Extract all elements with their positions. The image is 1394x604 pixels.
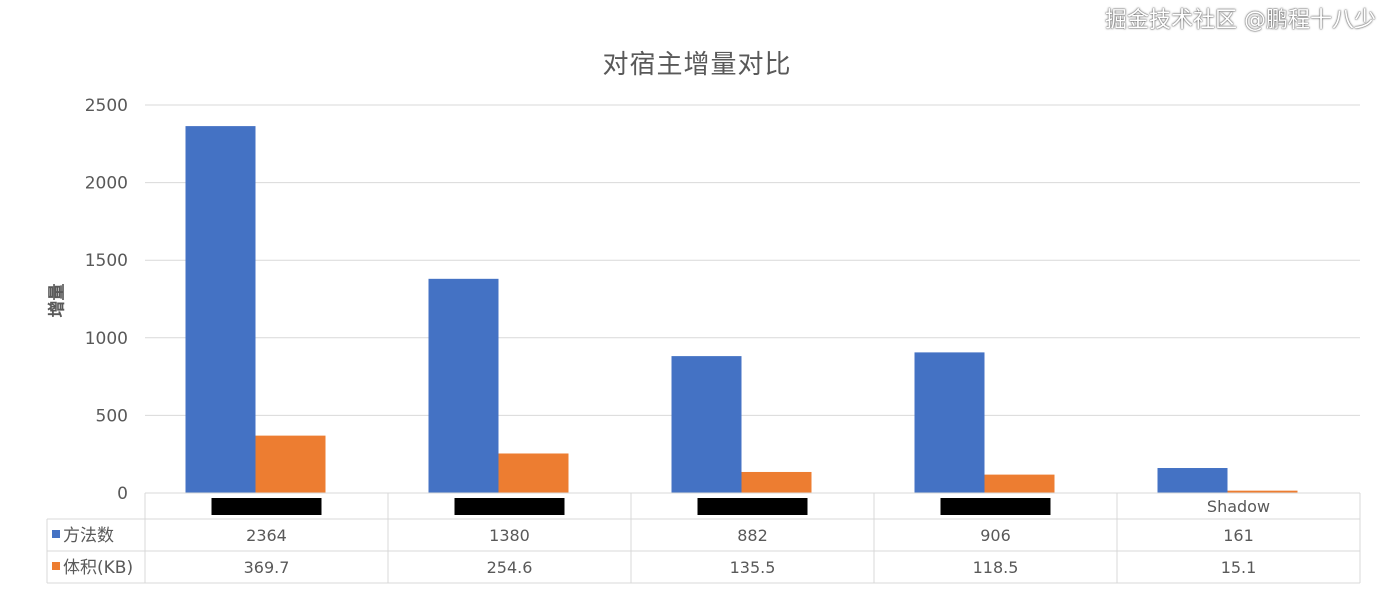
y-tick-label: 0 xyxy=(117,484,128,504)
bar-methods xyxy=(914,352,985,493)
bar-methods xyxy=(428,278,499,493)
bar-methods xyxy=(185,126,256,493)
legend-label: 体积(KB) xyxy=(63,558,133,578)
redacted-category-label xyxy=(211,498,322,515)
redacted-category-label xyxy=(697,498,808,515)
chart-title: 对宿主增量对比 xyxy=(602,50,792,80)
legend-swatch xyxy=(52,530,60,538)
bar-size xyxy=(741,471,812,493)
category-label: Shadow xyxy=(1207,497,1270,516)
data-label: 161 xyxy=(1223,526,1254,545)
data-label: 15.1 xyxy=(1221,558,1257,577)
data-label: 882 xyxy=(737,526,768,545)
data-label: 254.6 xyxy=(487,558,533,577)
data-label: 906 xyxy=(980,526,1011,545)
redacted-category-label xyxy=(454,498,565,515)
bar-size xyxy=(1227,490,1298,493)
y-tick-label: 1500 xyxy=(85,251,128,271)
watermark: 掘金技术社区 @鹏程十八少 xyxy=(1105,8,1376,33)
legend-label: 方法数 xyxy=(63,526,114,546)
data-label: 2364 xyxy=(246,526,287,545)
bar-methods xyxy=(1157,468,1228,493)
y-tick-label: 2000 xyxy=(85,174,128,194)
y-tick-label: 1000 xyxy=(85,329,128,349)
data-label: 118.5 xyxy=(973,558,1019,577)
data-label: 135.5 xyxy=(730,558,776,577)
redacted-category-label xyxy=(940,498,1051,515)
data-label: 1380 xyxy=(489,526,530,545)
legend-swatch xyxy=(52,562,60,570)
bar-size xyxy=(498,453,569,493)
y-tick-label: 500 xyxy=(96,406,128,426)
bar-size xyxy=(255,435,326,493)
bar-methods xyxy=(671,356,742,493)
data-label: 369.7 xyxy=(244,558,290,577)
bar-size xyxy=(984,474,1055,493)
y-tick-label: 2500 xyxy=(85,96,128,116)
